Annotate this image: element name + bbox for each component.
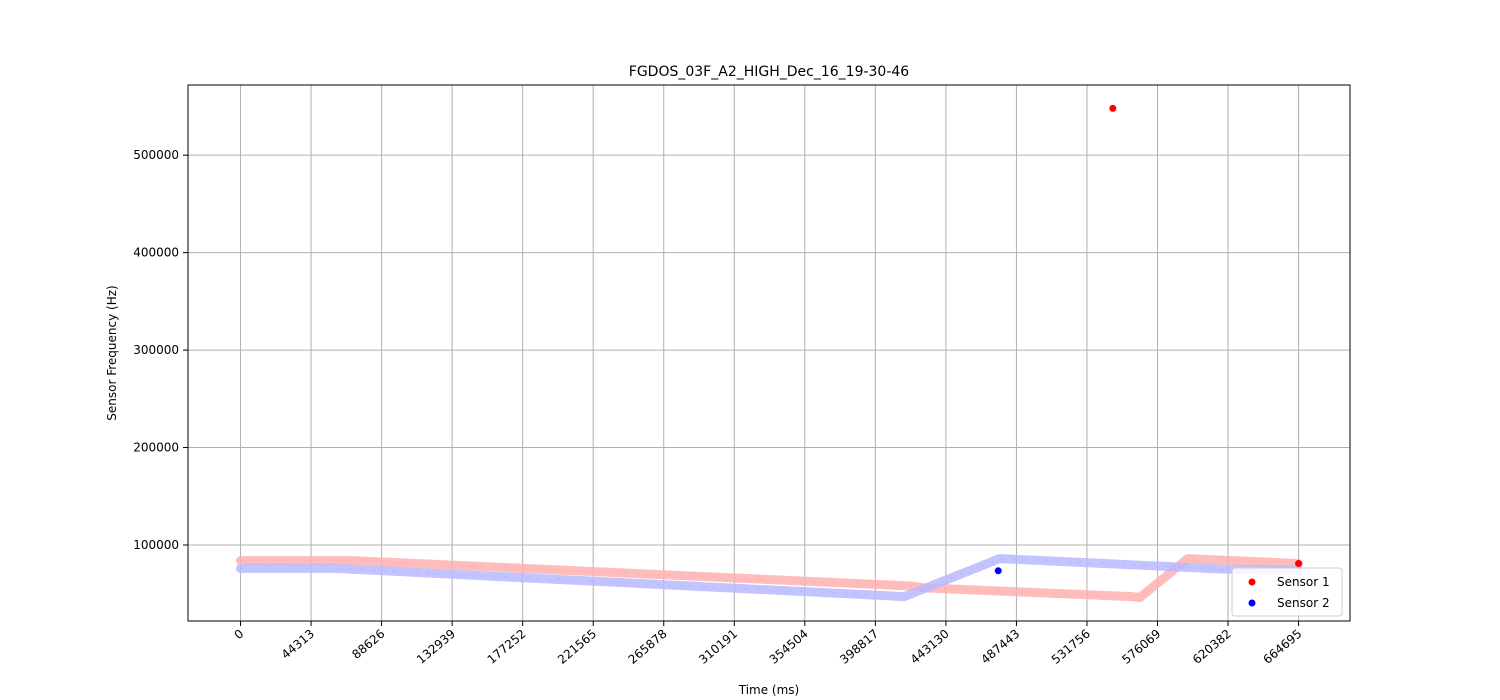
data-point-sensor-1	[1109, 104, 1117, 112]
y-tick-label: 500000	[133, 148, 179, 162]
y-axis-label: Sensor Frequency (Hz)	[105, 285, 119, 420]
data-point-sensor-2	[994, 567, 1002, 575]
highlight-points	[994, 104, 1303, 575]
y-axis-ticks: 100000 200000 300000 400000 500000	[133, 148, 188, 552]
chart-title: FGDOS_03F_A2_HIGH_Dec_16_19-30-46	[629, 64, 910, 80]
grid-lines	[188, 85, 1350, 621]
y-tick-label: 400000	[133, 246, 179, 260]
legend-label-sensor-1: Sensor 1	[1277, 575, 1330, 589]
data-point-sensor-1	[1295, 560, 1303, 568]
y-tick-label: 300000	[133, 343, 179, 357]
y-tick-label: 100000	[133, 538, 179, 552]
legend-label-sensor-2: Sensor 2	[1277, 596, 1330, 610]
y-tick-label: 200000	[133, 441, 179, 455]
plot-frame	[187, 84, 1351, 622]
x-axis-label: Time (ms)	[738, 683, 800, 697]
legend: Sensor 1 Sensor 2	[1231, 567, 1343, 617]
series-points-sensor-2	[240, 558, 1299, 598]
legend-marker-sensor-1	[1248, 578, 1256, 586]
legend-box	[1231, 567, 1343, 617]
legend-marker-sensor-2	[1248, 599, 1256, 607]
